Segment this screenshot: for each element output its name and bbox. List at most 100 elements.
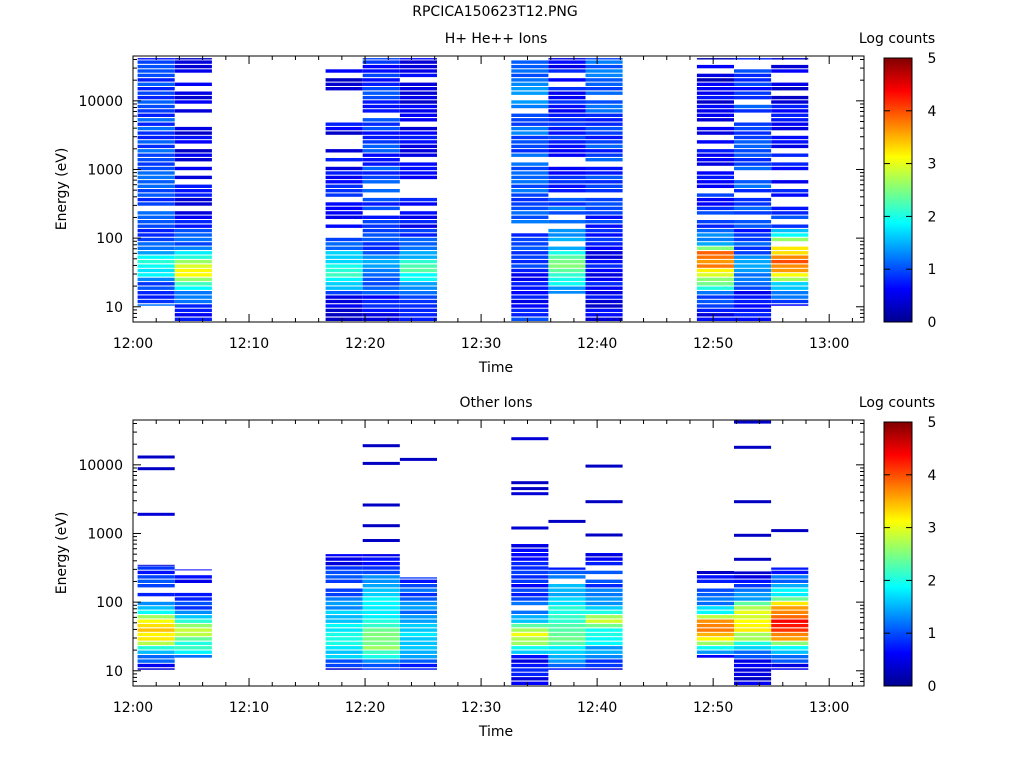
heatmap-cell — [585, 632, 623, 637]
heatmap-cell — [325, 637, 363, 641]
heatmap-cell — [771, 255, 809, 259]
heatmap-cell — [137, 273, 175, 277]
heatmap-cell — [585, 317, 623, 321]
heatmap-cell — [771, 166, 809, 171]
heatmap-cell — [362, 78, 400, 82]
heatmap-cell — [325, 237, 363, 242]
heatmap-cell — [362, 575, 400, 579]
heatmap-cell — [771, 282, 809, 286]
heatmap-cell — [548, 126, 586, 131]
heatmap-cell — [325, 317, 363, 321]
heatmap-cell — [399, 197, 437, 202]
heatmap-cell — [548, 584, 586, 588]
heatmap-cell — [771, 619, 809, 623]
heatmap-cell — [399, 251, 437, 255]
heatmap-cell — [325, 304, 363, 308]
heatmap-cell — [137, 144, 175, 149]
heatmap-cell — [734, 592, 772, 597]
heatmap-cell — [734, 588, 772, 592]
heatmap-cell — [362, 308, 400, 313]
heatmap-cell — [585, 153, 623, 157]
heatmap-cell — [771, 215, 809, 219]
x-tick-label: 12:10 — [229, 700, 269, 716]
heatmap-cell — [362, 175, 400, 180]
heatmap-cell — [548, 202, 586, 206]
heatmap-cell — [548, 251, 586, 255]
heatmap-cell — [362, 561, 400, 566]
heatmap-cell — [511, 100, 549, 104]
heatmap-cell — [137, 606, 175, 610]
heatmap-line — [696, 571, 734, 574]
heatmap-cell — [137, 641, 175, 646]
heatmap-cell — [137, 228, 175, 233]
heatmap-cell — [734, 672, 772, 677]
heatmap-cell — [771, 650, 809, 654]
heatmap-cell — [548, 237, 586, 242]
heatmap-cell — [362, 304, 400, 308]
heatmap-cell — [548, 641, 586, 646]
heatmap-cell — [771, 641, 809, 646]
heatmap-cell — [771, 104, 809, 109]
heatmap-cell — [585, 166, 623, 171]
heatmap-cell — [325, 166, 363, 171]
heatmap-cell — [696, 597, 734, 601]
heatmap-cell — [137, 73, 175, 78]
heatmap-cell — [585, 299, 623, 304]
heatmap-cell — [325, 211, 363, 215]
heatmap-cell — [325, 184, 363, 188]
heatmap-cell — [734, 268, 772, 273]
heatmap-cell — [137, 246, 175, 250]
plot-frame — [132, 55, 865, 323]
heatmap-cell — [325, 295, 363, 299]
x-tick-label: 12:50 — [693, 700, 733, 716]
heatmap-cell — [585, 228, 623, 233]
heatmap-cell — [696, 162, 734, 166]
heatmap-cell — [734, 575, 772, 579]
heatmap-cell — [548, 153, 586, 157]
heatmap-cell — [174, 135, 212, 140]
heatmap-cell — [174, 282, 212, 286]
heatmap-cell — [511, 663, 549, 668]
heatmap-cell — [548, 233, 586, 237]
heatmap-cell — [399, 259, 437, 264]
heatmap-cell — [399, 268, 437, 273]
heatmap-cell — [585, 282, 623, 286]
heatmap-cell — [734, 251, 772, 255]
heatmap-cell — [585, 584, 623, 588]
heatmap-cell — [511, 553, 549, 557]
heatmap-cell — [511, 584, 549, 588]
heatmap-cell — [511, 171, 549, 175]
heatmap-cell — [511, 623, 549, 628]
heatmap-cell — [696, 246, 734, 250]
heatmap-cell — [734, 632, 772, 637]
heatmap-cell — [585, 291, 623, 295]
heatmap-line — [548, 519, 586, 523]
heatmap-cell — [137, 623, 175, 628]
heatmap-cell — [511, 579, 549, 583]
heatmap-cell — [771, 299, 809, 304]
heatmap-cell — [771, 588, 809, 592]
heatmap-cell — [511, 291, 549, 295]
heatmap-cell — [548, 100, 586, 104]
heatmap-cell — [696, 126, 734, 131]
heatmap-cell — [399, 104, 437, 109]
heatmap-cell — [137, 659, 175, 663]
heatmap-cell — [771, 264, 809, 268]
colorbar-tick-label: 1 — [928, 626, 937, 642]
heatmap-cell — [734, 646, 772, 650]
y-tick-label: 100 — [96, 231, 123, 247]
heatmap-cell — [548, 246, 586, 250]
heatmap-cell — [137, 584, 175, 588]
heatmap-cell — [734, 650, 772, 654]
heatmap-cell — [511, 131, 549, 135]
heatmap-cell — [399, 126, 437, 131]
heatmap-cell — [585, 610, 623, 614]
heatmap-cell — [511, 317, 549, 321]
heatmap-line — [137, 512, 175, 516]
heatmap-cell — [548, 632, 586, 637]
heatmap-cell — [511, 566, 549, 570]
y-tick-label: 10000 — [78, 94, 123, 110]
heatmap-cell — [174, 255, 212, 259]
heatmap-cell — [399, 597, 437, 601]
heatmap-cell — [696, 268, 734, 273]
